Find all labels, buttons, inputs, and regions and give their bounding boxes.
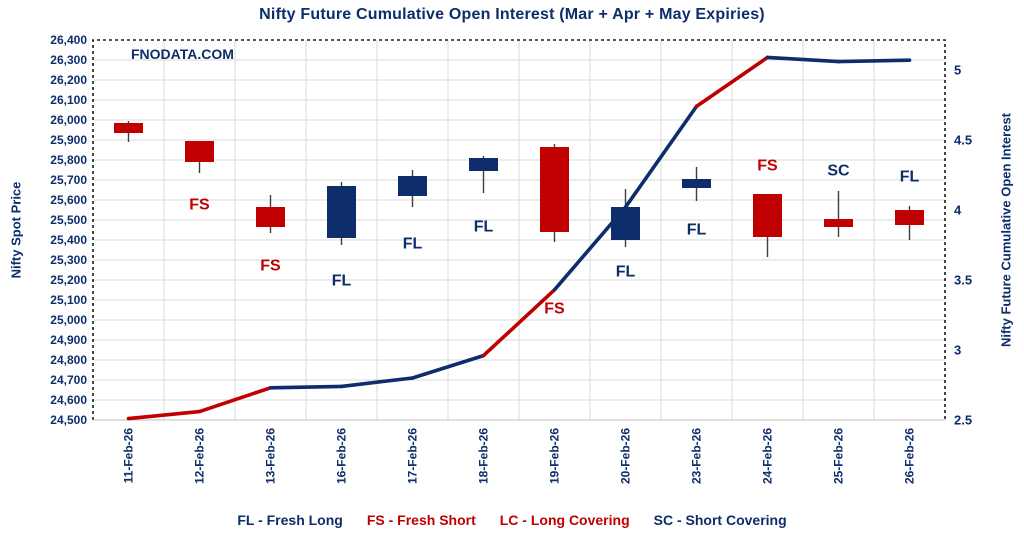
legend-item-fresh-short: FS - Fresh Short — [366, 512, 476, 528]
candle-annotation: FL — [616, 264, 636, 281]
watermark: FNODATA.COM — [131, 46, 234, 62]
right-tick-label: 3 — [954, 343, 961, 358]
x-tick-label: 19-Feb-26 — [548, 428, 562, 484]
left-tick-label: 26,200 — [50, 73, 87, 87]
candle-body — [682, 179, 711, 188]
left-tick-label: 26,300 — [50, 53, 87, 67]
oi-line-segment — [126, 409, 202, 421]
x-tick-label: 25-Feb-26 — [832, 428, 846, 484]
oi-line-segment — [268, 384, 344, 390]
x-tick-label: 18-Feb-26 — [477, 428, 491, 484]
x-tick-label: 12-Feb-26 — [193, 428, 207, 484]
candle-body — [398, 176, 427, 196]
candle-annotation: SC — [827, 163, 850, 180]
candle-annotation: FS — [260, 258, 281, 275]
x-tick-label: 16-Feb-26 — [335, 428, 349, 484]
right-tick-label: 3.5 — [954, 273, 972, 288]
candle-body — [185, 141, 214, 162]
left-tick-label: 26,100 — [50, 93, 87, 107]
candle-annotation: FL — [332, 273, 352, 290]
oi-line-segment — [623, 104, 699, 209]
left-tick-label: 25,500 — [50, 213, 87, 227]
left-tick-label: 25,300 — [50, 253, 87, 267]
candle-body — [256, 207, 285, 227]
legend-item-fresh-long: FL - Fresh Long — [237, 512, 343, 528]
candle-annotation: FS — [757, 158, 778, 175]
legend-item-long-covering: LC - Long Covering — [499, 512, 630, 528]
candle-body — [327, 186, 356, 238]
oi-line-segment — [339, 376, 415, 389]
oi-line-segment — [765, 55, 841, 64]
left-tick-label: 25,100 — [50, 293, 87, 307]
candle-body — [895, 210, 924, 225]
candle-body — [540, 147, 569, 232]
candle-annotation: FL — [403, 236, 423, 253]
candle-body — [824, 219, 853, 227]
x-tick-label: 20-Feb-26 — [619, 428, 633, 484]
oi-line-segment — [552, 205, 628, 292]
candle-annotation: FL — [900, 169, 920, 186]
left-tick-label: 25,600 — [50, 193, 87, 207]
right-tick-label: 5 — [954, 63, 961, 78]
right-tick-label: 4.5 — [954, 133, 972, 148]
x-tick-label: 11-Feb-26 — [122, 428, 136, 484]
left-tick-label: 25,800 — [50, 153, 87, 167]
left-tick-label: 25,400 — [50, 233, 87, 247]
left-tick-label: 25,700 — [50, 173, 87, 187]
candle-body — [611, 207, 640, 240]
left-axis-title: Nifty Spot Price — [8, 181, 24, 279]
candle-body — [114, 123, 143, 133]
oi-line-segment — [481, 287, 557, 358]
candle-body — [753, 194, 782, 237]
x-tick-label: 26-Feb-26 — [903, 428, 917, 484]
candle-annotation: FL — [687, 222, 707, 239]
oi-line-segment — [197, 385, 273, 414]
chart-title: Nifty Future Cumulative Open Interest (M… — [259, 6, 765, 23]
x-tick-label: 24-Feb-26 — [761, 428, 775, 484]
left-tick-label: 25,900 — [50, 133, 87, 147]
right-tick-label: 2.5 — [954, 413, 972, 428]
left-tick-label: 24,500 — [50, 413, 87, 427]
left-tick-label: 24,800 — [50, 353, 87, 367]
plot-border — [92, 39, 946, 420]
legend: FL - Fresh Long FS - Fresh Short LC - Lo… — [0, 512, 1024, 528]
x-tick-label: 17-Feb-26 — [406, 428, 420, 484]
left-tick-label: 26,400 — [50, 33, 87, 47]
oi-line-segment — [694, 55, 770, 109]
candle-annotation: FS — [189, 197, 210, 214]
right-tick-label: 4 — [954, 203, 962, 218]
legend-item-short-covering: SC - Short Covering — [653, 512, 787, 528]
x-tick-label: 13-Feb-26 — [264, 428, 278, 484]
candle-body — [469, 158, 498, 171]
left-tick-label: 24,700 — [50, 373, 87, 387]
candle-annotation: FL — [474, 219, 494, 236]
right-axis-title: Nifty Future Cumulative Open Interest — [998, 112, 1014, 348]
left-tick-label: 24,600 — [50, 393, 87, 407]
left-tick-label: 26,000 — [50, 113, 87, 127]
x-tick-label: 23-Feb-26 — [690, 428, 704, 484]
oi-line-segment — [836, 58, 912, 64]
left-tick-label: 24,900 — [50, 333, 87, 347]
left-tick-label: 25,200 — [50, 273, 87, 287]
oi-line-segment — [410, 353, 486, 380]
candle-annotation: FS — [544, 301, 565, 318]
left-tick-label: 25,000 — [50, 313, 87, 327]
